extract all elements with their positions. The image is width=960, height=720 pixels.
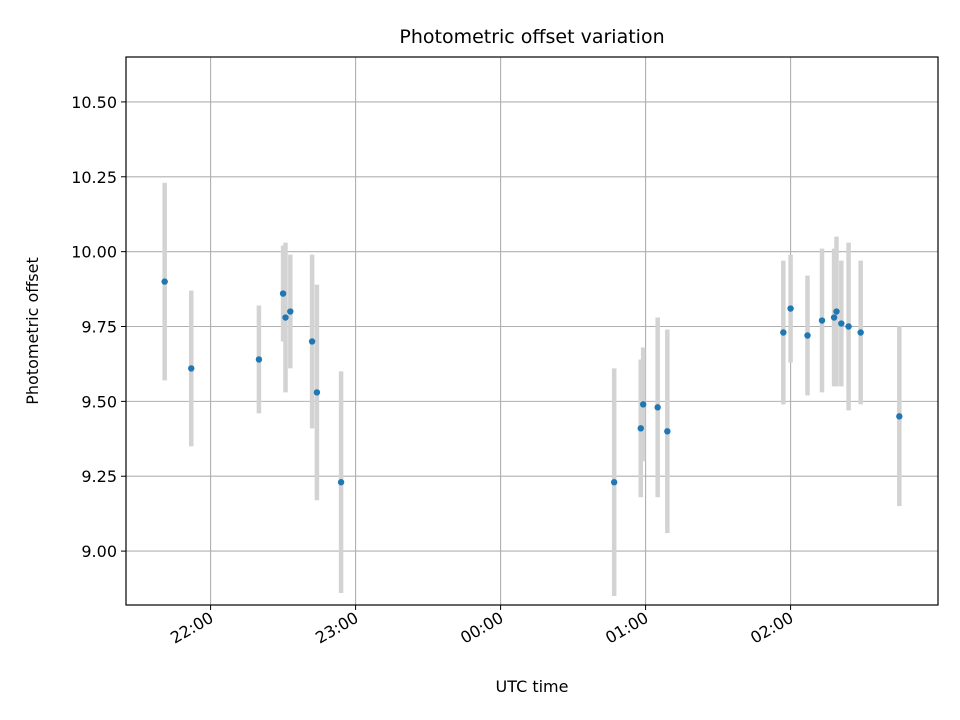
chart-title: Photometric offset variation bbox=[399, 26, 664, 48]
y-tick-label: 9.50 bbox=[81, 392, 117, 411]
x-tick-label: 22:00 bbox=[167, 608, 216, 648]
y-tick-label: 10.00 bbox=[71, 243, 117, 262]
data-point bbox=[282, 314, 289, 321]
y-tick-label: 9.00 bbox=[81, 542, 117, 561]
data-point bbox=[161, 278, 168, 285]
data-point bbox=[308, 338, 316, 345]
data-point bbox=[818, 317, 826, 324]
data-point bbox=[313, 389, 321, 396]
x-tick-label: 02:00 bbox=[747, 608, 796, 648]
grid-layer bbox=[126, 57, 938, 605]
data-point bbox=[830, 314, 838, 321]
data-point bbox=[654, 404, 661, 411]
data-point bbox=[804, 332, 811, 339]
data-point bbox=[845, 323, 852, 330]
y-tick-label: 9.25 bbox=[81, 467, 117, 486]
data-point bbox=[639, 401, 647, 408]
x-tick-label: 00:00 bbox=[457, 608, 506, 648]
data-point bbox=[838, 320, 845, 327]
point-layer bbox=[161, 278, 903, 486]
data-point bbox=[188, 365, 195, 372]
errorbar-layer bbox=[162, 182, 902, 597]
tick-layer: 22:00 23:00 00:00 01:00 02:00 9.00 9.25 9.50 9.7… bbox=[71, 93, 796, 648]
x-tick-label: 23:00 bbox=[312, 608, 361, 648]
x-axis-label: UTC time bbox=[496, 677, 569, 696]
y-axis-label: Photometric offset bbox=[23, 257, 42, 405]
data-point bbox=[279, 290, 287, 297]
data-point bbox=[896, 413, 903, 420]
data-point bbox=[287, 308, 294, 315]
data-point bbox=[255, 356, 263, 363]
y-tick-label: 10.25 bbox=[71, 168, 117, 187]
data-point bbox=[833, 308, 840, 315]
x-tick-label: 01:00 bbox=[602, 608, 651, 648]
y-tick-label: 10.50 bbox=[71, 93, 117, 112]
y-tick-label: 9.75 bbox=[81, 318, 117, 337]
data-point bbox=[637, 425, 644, 432]
data-point bbox=[780, 329, 787, 336]
data-point bbox=[857, 329, 864, 336]
data-point bbox=[337, 479, 345, 486]
axes-frame bbox=[125, 56, 939, 606]
data-point bbox=[787, 305, 794, 312]
data-point bbox=[664, 428, 671, 435]
data-point bbox=[610, 479, 618, 486]
